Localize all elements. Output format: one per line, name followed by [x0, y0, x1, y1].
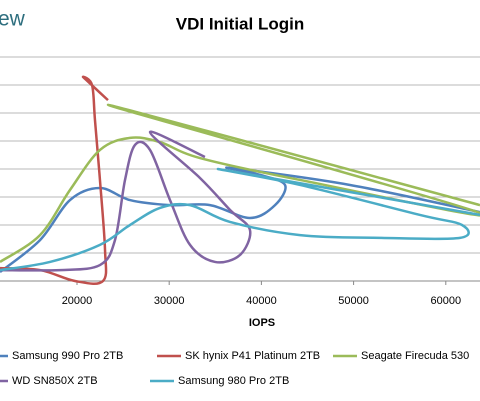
- series-line: [0, 130, 252, 272]
- legend-label: Seagate Firecuda 530: [361, 350, 469, 362]
- x-tick-label: 20000: [62, 295, 93, 307]
- series-line: [0, 167, 480, 272]
- series-line: [0, 103, 480, 264]
- x-tick-label: 30000: [154, 295, 185, 307]
- legend-label: WD SN850X 2TB: [12, 375, 98, 387]
- x-axis-label: IOPS: [249, 317, 275, 329]
- chart-title: VDI Initial Login: [176, 14, 304, 33]
- x-tick-label: 40000: [246, 295, 277, 307]
- x-tick-label: 60000: [430, 295, 461, 307]
- x-tick-label: 50000: [338, 295, 369, 307]
- logo: ew: [0, 8, 26, 31]
- series-line: [0, 75, 109, 286]
- legend-label: Samsung 990 Pro 2TB: [12, 350, 123, 362]
- legend-label: Samsung 980 Pro 2TB: [178, 375, 289, 387]
- legend-label: SK hynix P41 Platinum 2TB: [185, 350, 320, 362]
